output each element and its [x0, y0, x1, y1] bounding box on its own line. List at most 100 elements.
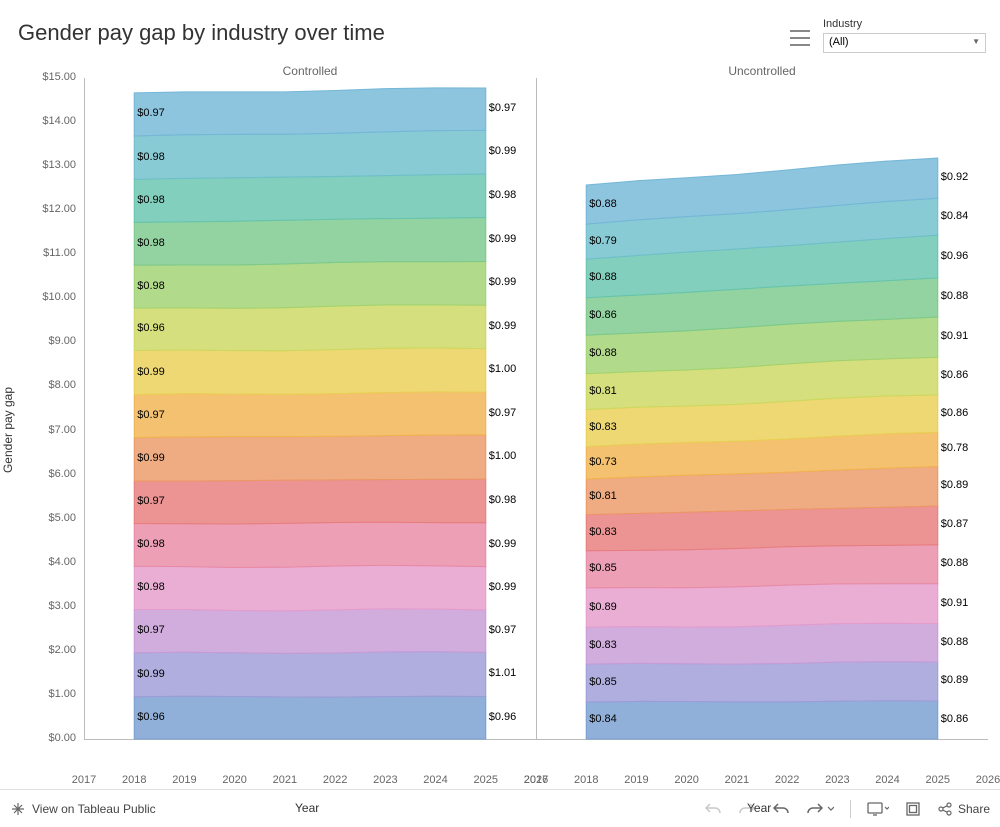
band-start-label: $0.97	[137, 624, 165, 636]
y-tick: $6.00	[32, 468, 76, 480]
area-band[interactable]	[134, 262, 486, 309]
y-tick: $0.00	[32, 732, 76, 744]
band-start-label: $0.97	[137, 409, 165, 421]
y-tick: $7.00	[32, 424, 76, 436]
band-end-label: $0.88	[941, 290, 969, 302]
band-start-label: $0.99	[137, 366, 165, 378]
y-tick: $1.00	[32, 688, 76, 700]
band-end-label: $0.99	[489, 581, 517, 593]
share-button[interactable]: Share	[937, 801, 990, 817]
band-start-label: $0.97	[137, 107, 165, 119]
undo-icon	[704, 801, 722, 817]
refresh-dropdown-icon[interactable]	[806, 801, 834, 817]
band-end-label: $0.78	[941, 442, 969, 454]
area-band[interactable]	[134, 479, 486, 524]
band-start-label: $0.73	[589, 456, 617, 468]
y-tick: $13.00	[32, 159, 76, 171]
band-end-label: $0.91	[941, 597, 969, 609]
y-tick: $2.00	[32, 644, 76, 656]
area-band[interactable]	[134, 174, 486, 222]
area-band[interactable]	[586, 623, 938, 664]
fullscreen-icon[interactable]	[905, 801, 921, 817]
y-tick: $9.00	[32, 335, 76, 347]
band-end-label: $0.97	[489, 102, 517, 114]
y-tick: $10.00	[32, 291, 76, 303]
band-end-label: $0.96	[489, 711, 517, 723]
band-end-label: $0.86	[941, 713, 969, 725]
area-band[interactable]	[134, 217, 486, 265]
band-start-label: $0.98	[137, 194, 165, 206]
band-start-label: $0.86	[589, 309, 617, 321]
menu-icon[interactable]	[790, 30, 810, 51]
y-axis-label: Gender pay gap	[1, 386, 15, 472]
band-end-label: $0.84	[941, 210, 969, 222]
band-start-label: $0.79	[589, 235, 617, 247]
area-band[interactable]	[134, 652, 486, 697]
band-start-label: $0.88	[589, 271, 617, 283]
y-tick: $15.00	[32, 71, 76, 83]
band-start-label: $0.98	[137, 237, 165, 249]
band-start-label: $0.84	[589, 713, 617, 725]
redo-icon	[738, 801, 756, 817]
view-on-tableau-button[interactable]: View on Tableau Public	[10, 801, 156, 817]
area-band[interactable]	[586, 584, 938, 627]
dropdown-value: (All)	[829, 36, 849, 48]
page-title: Gender pay gap by industry over time	[18, 20, 385, 46]
area-band[interactable]	[134, 435, 486, 481]
band-end-label: $0.91	[941, 330, 969, 342]
band-end-label: $0.92	[941, 171, 969, 183]
device-preview-icon[interactable]	[867, 801, 889, 817]
band-start-label: $0.89	[589, 601, 617, 613]
band-end-label: $0.88	[941, 557, 969, 569]
band-end-label: $1.00	[489, 363, 517, 375]
band-start-label: $0.88	[589, 347, 617, 359]
area-band[interactable]	[586, 662, 938, 702]
share-label: Share	[958, 802, 990, 816]
band-start-label: $0.99	[137, 452, 165, 464]
area-band[interactable]	[134, 305, 486, 351]
band-end-label: $1.01	[489, 667, 517, 679]
band-start-label: $0.81	[589, 385, 617, 397]
band-end-label: $0.99	[489, 276, 517, 288]
y-tick: $4.00	[32, 556, 76, 568]
area-band[interactable]	[134, 88, 486, 136]
band-end-label: $0.86	[941, 407, 969, 419]
band-end-label: $0.87	[941, 518, 969, 530]
replay-icon[interactable]	[772, 801, 790, 817]
band-start-label: $0.96	[137, 711, 165, 723]
area-band[interactable]	[586, 701, 938, 739]
area-band[interactable]	[134, 392, 486, 438]
band-end-label: $0.98	[489, 189, 517, 201]
band-start-label: $0.88	[589, 198, 617, 210]
band-start-label: $0.85	[589, 562, 617, 574]
band-end-label: $0.97	[489, 407, 517, 419]
area-band[interactable]	[134, 348, 486, 395]
band-start-label: $0.99	[137, 668, 165, 680]
area-band[interactable]	[134, 565, 486, 610]
band-start-label: $0.83	[589, 526, 617, 538]
band-start-label: $0.98	[137, 280, 165, 292]
band-end-label: $0.89	[941, 674, 969, 686]
band-start-label: $0.83	[589, 639, 617, 651]
band-end-label: $0.97	[489, 624, 517, 636]
band-end-label: $0.99	[489, 320, 517, 332]
area-band[interactable]	[586, 545, 938, 588]
area-band[interactable]	[134, 696, 486, 739]
band-end-label: $0.98	[489, 494, 517, 506]
band-start-label: $0.96	[137, 322, 165, 334]
y-tick: $5.00	[32, 512, 76, 524]
band-end-label: $0.88	[941, 636, 969, 648]
y-tick: $11.00	[32, 247, 76, 259]
band-start-label: $0.83	[589, 421, 617, 433]
area-band[interactable]	[134, 522, 486, 567]
area-band[interactable]	[134, 130, 486, 179]
industry-dropdown[interactable]: (All)	[823, 33, 986, 53]
band-end-label: $0.99	[489, 233, 517, 245]
band-start-label: $0.85	[589, 676, 617, 688]
band-end-label: $0.99	[489, 145, 517, 157]
band-end-label: $1.00	[489, 450, 517, 462]
tableau-icon	[10, 801, 26, 817]
band-start-label: $0.98	[137, 581, 165, 593]
area-band[interactable]	[134, 609, 486, 654]
band-end-label: $0.89	[941, 479, 969, 491]
